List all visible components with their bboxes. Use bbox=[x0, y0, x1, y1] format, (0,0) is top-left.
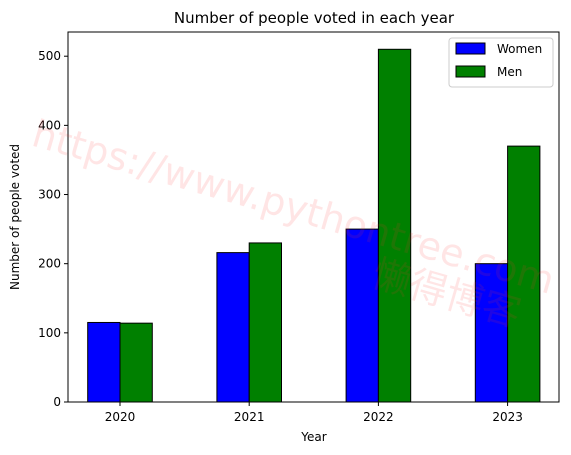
y-tick-label: 500 bbox=[38, 49, 61, 63]
x-tick-label: 2022 bbox=[363, 410, 394, 424]
x-tick-label: 2023 bbox=[492, 410, 523, 424]
bar-men-2020 bbox=[119, 322, 153, 403]
x-axis-label: Year bbox=[300, 430, 326, 444]
plot-area-frame bbox=[67, 31, 560, 403]
chart-title: Number of people voted in each year bbox=[174, 9, 455, 27]
x-axis: 2020 2021 2022 2023 bbox=[105, 402, 523, 424]
watermark-url: https://www.pythontree.com bbox=[28, 111, 560, 302]
bar-women-2022 bbox=[345, 228, 379, 403]
bar-men-2021 bbox=[248, 242, 282, 403]
y-tick-label: 0 bbox=[53, 395, 61, 409]
y-tick-label: 100 bbox=[38, 326, 61, 340]
x-tick-label: 2020 bbox=[105, 410, 136, 424]
y-axis-label: Number of people voted bbox=[8, 144, 22, 290]
legend-swatch-men bbox=[455, 65, 486, 78]
legend-label-men: Men bbox=[497, 65, 522, 79]
bar-men-2022 bbox=[377, 48, 412, 403]
x-tick-label: 2021 bbox=[234, 410, 265, 424]
bar-women-2021 bbox=[216, 252, 250, 403]
y-tick-label: 400 bbox=[38, 118, 61, 132]
y-axis: 0 100 200 300 400 500 bbox=[38, 49, 68, 409]
bar-men-2023 bbox=[507, 145, 541, 403]
bar-women-2020 bbox=[87, 321, 121, 403]
legend-label-women: Women bbox=[497, 42, 542, 56]
y-tick-label: 300 bbox=[38, 188, 61, 202]
bars-group bbox=[87, 48, 541, 403]
y-tick-label: 200 bbox=[38, 257, 61, 271]
watermark: https://www.pythontree.com 懒得博客 bbox=[28, 111, 560, 335]
legend-swatch-women bbox=[455, 42, 486, 55]
legend: Women Men bbox=[448, 37, 554, 88]
